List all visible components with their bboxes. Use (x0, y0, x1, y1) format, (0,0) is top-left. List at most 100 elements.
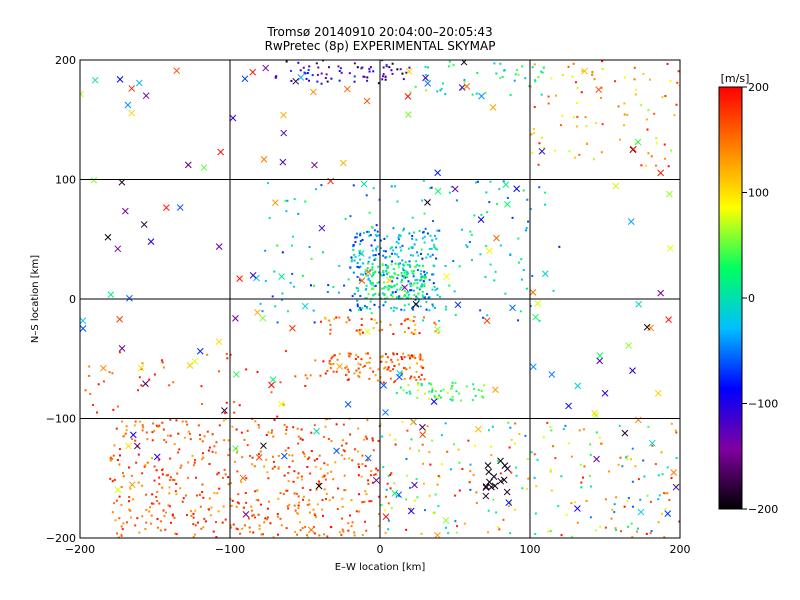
data-point (97, 383, 100, 386)
data-point (343, 489, 346, 492)
data-point (631, 535, 634, 538)
data-point (259, 450, 262, 453)
data-point (109, 477, 112, 480)
data-point (429, 463, 432, 466)
data-point (475, 92, 478, 95)
data-point (187, 430, 190, 433)
data-point (533, 63, 536, 66)
data-point (416, 269, 419, 272)
data-point-cross (129, 431, 137, 439)
data-point (161, 421, 164, 424)
data-point-cross (419, 431, 427, 438)
data-point (446, 392, 449, 395)
data-point (345, 373, 348, 376)
data-point (389, 473, 392, 476)
data-point (340, 454, 343, 457)
data-point (499, 472, 502, 475)
data-point (561, 114, 564, 117)
data-point (390, 275, 393, 278)
data-point (358, 376, 361, 379)
data-point (208, 462, 211, 465)
data-point (360, 317, 363, 320)
data-point (284, 432, 287, 435)
data-point (328, 362, 331, 365)
data-point (297, 495, 300, 498)
data-point (394, 185, 397, 188)
data-point (480, 389, 483, 392)
chart-subtitle: RwPretec (8p) EXPERIMENTAL SKYMAP (265, 39, 496, 53)
data-point (238, 404, 241, 407)
data-point (387, 366, 390, 369)
data-point (540, 93, 543, 96)
data-point (433, 243, 436, 246)
data-point (388, 287, 391, 290)
data-point (233, 460, 236, 463)
data-point (112, 408, 115, 411)
data-point (420, 270, 423, 273)
data-point-cross (412, 300, 420, 308)
data-point (410, 289, 413, 292)
data-point (434, 493, 437, 496)
data-point (399, 68, 402, 71)
data-point-cross (200, 164, 208, 171)
data-point (547, 102, 550, 105)
data-point (381, 263, 384, 266)
data-point (393, 285, 396, 288)
data-point-cross (665, 316, 672, 324)
data-point (394, 443, 397, 446)
data-point (413, 376, 416, 379)
data-point (412, 333, 415, 336)
data-point (594, 122, 597, 125)
data-point (642, 459, 645, 462)
data-point (378, 292, 381, 295)
data-point-cross (474, 425, 482, 433)
data-point (159, 529, 162, 532)
data-point (324, 478, 327, 481)
data-point (187, 461, 190, 464)
data-point (146, 461, 149, 464)
data-point-cross (634, 138, 642, 146)
data-point (130, 474, 133, 477)
data-point (305, 77, 308, 80)
data-point (531, 274, 534, 277)
data-point (460, 88, 463, 91)
data-point (403, 304, 406, 307)
data-point (469, 488, 472, 491)
data-point (162, 509, 165, 512)
data-point (353, 253, 356, 256)
data-point (213, 445, 216, 448)
data-point-cross (99, 364, 107, 372)
data-point (412, 320, 415, 323)
data-point (275, 75, 278, 78)
data-point (492, 498, 495, 501)
data-point (408, 366, 411, 369)
data-point (122, 522, 125, 525)
data-point (622, 124, 625, 127)
data-point (324, 372, 327, 375)
data-point (244, 492, 247, 495)
data-point (417, 375, 420, 378)
data-point (530, 85, 533, 88)
data-point-cross (253, 274, 260, 282)
data-point (288, 503, 291, 506)
data-point (399, 262, 402, 265)
y-tick-label: 100 (55, 174, 76, 187)
data-point (444, 264, 447, 267)
data-point (356, 66, 359, 69)
data-point (377, 368, 380, 371)
data-point (433, 395, 436, 398)
data-point (574, 501, 577, 504)
data-point (347, 529, 350, 532)
data-point (223, 412, 226, 415)
data-point (403, 356, 406, 359)
data-point (410, 331, 413, 334)
data-point (664, 95, 667, 98)
data-point (412, 275, 415, 278)
data-point (426, 425, 429, 428)
data-point (567, 65, 570, 68)
data-point (118, 351, 121, 354)
data-point (322, 360, 325, 363)
data-point (340, 444, 343, 447)
data-point-cross (643, 323, 651, 331)
